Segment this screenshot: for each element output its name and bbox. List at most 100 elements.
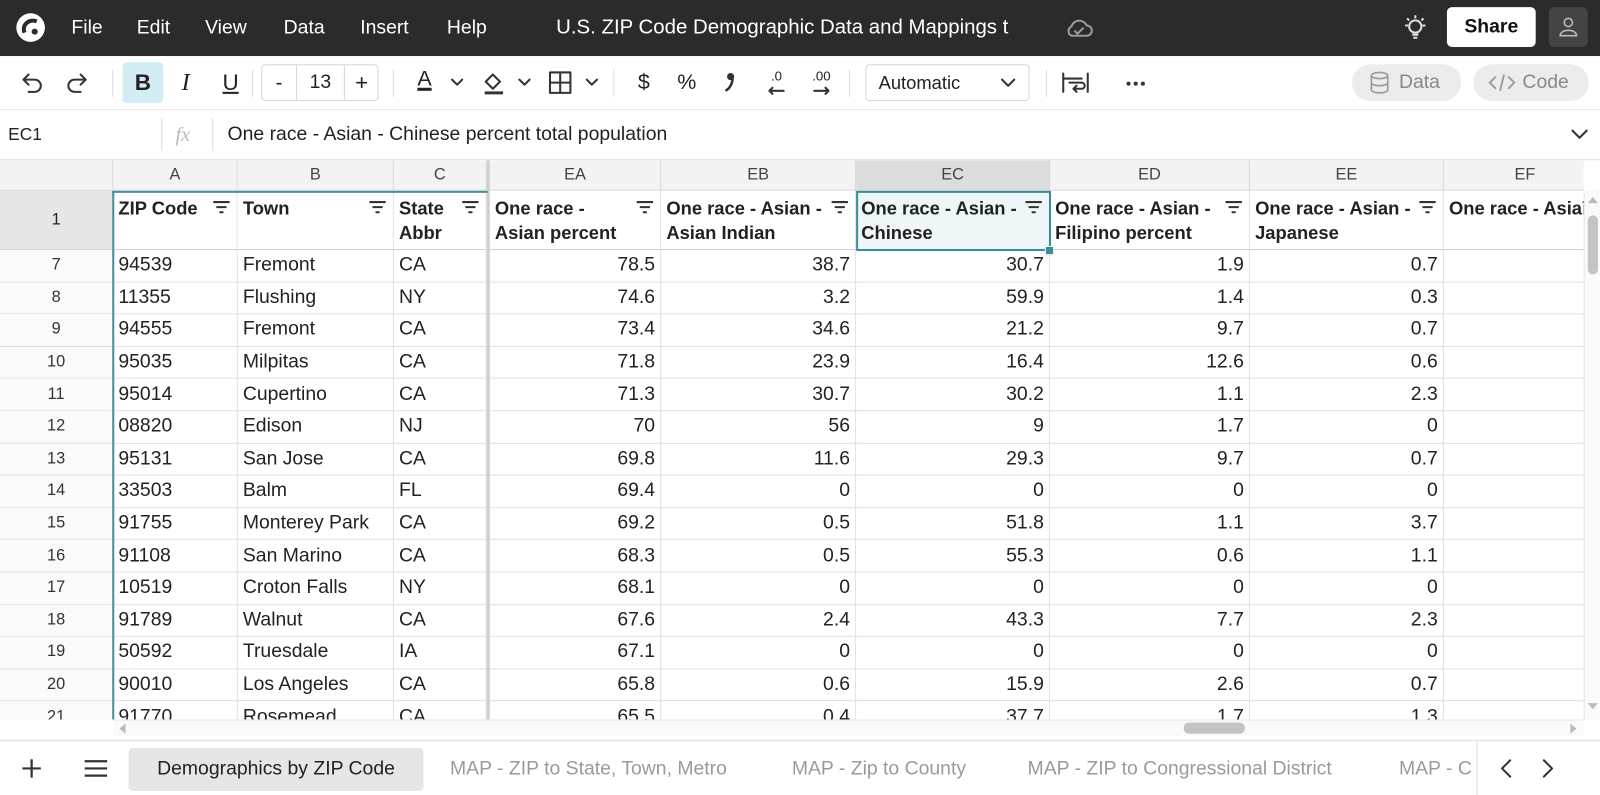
cell[interactable]: 94555 [113,314,238,347]
filter-button[interactable] [1025,201,1042,214]
cell[interactable] [1443,347,1584,380]
cell[interactable]: 21.2 [856,314,1050,347]
arrow[interactable] [812,86,830,95]
cell[interactable]: 3.2 [661,282,857,315]
cell[interactable]: 0 [1249,475,1444,508]
underline-button[interactable]: U [222,69,239,95]
cell[interactable]: 0.7 [1249,669,1444,702]
cell-reference[interactable]: EC1 [8,124,42,144]
cell[interactable]: Balm [237,475,394,508]
cell[interactable]: 1.3 [1250,701,1444,720]
fill-color-button[interactable] [482,70,506,95]
cell[interactable]: 7.7 [1049,604,1250,637]
formula-input[interactable]: One race - Asian - Chinese percent total… [227,123,668,145]
cell[interactable]: 73.4 [489,314,662,347]
cell[interactable]: 34.6 [661,314,857,347]
cell[interactable]: 0 [1049,572,1250,605]
filter-button[interactable] [1419,201,1436,214]
cell[interactable] [1443,508,1584,541]
cell[interactable]: 11355 [113,282,238,315]
cell[interactable]: Fremont [237,314,394,347]
italic-button[interactable]: I [181,68,190,96]
cell[interactable]: 50592 [113,636,238,670]
cell[interactable]: 0 [856,572,1050,605]
cell[interactable]: 0.6 [661,669,857,702]
cell[interactable] [1443,444,1584,476]
decrease-decimals-button[interactable]: .0 [770,67,783,84]
filter-button[interactable] [1225,201,1242,214]
sheet-tab[interactable]: MAP - ZIP to State, Town, Metro [449,758,727,780]
cell[interactable]: 1.1 [1049,379,1250,412]
logo[interactable] [15,12,46,43]
dropdown-chevron[interactable] [585,78,598,88]
tabs-prev[interactable] [1500,758,1512,778]
cell[interactable]: 78.5 [489,250,662,283]
cell[interactable]: 2.4 [661,604,857,637]
tabs-next[interactable] [1542,758,1554,778]
cell[interactable]: 55.3 [856,540,1050,573]
cell[interactable]: 11.6 [661,443,857,476]
cell[interactable]: CA [393,604,487,637]
cell[interactable]: NY [393,572,487,605]
arrow[interactable] [767,86,785,95]
cell[interactable]: 10519 [113,572,238,605]
cell[interactable]: 2.3 [1249,604,1444,637]
number-format-dropdown[interactable]: Automatic [865,64,1030,102]
cell[interactable]: 08820 [113,411,238,444]
cell[interactable]: 95014 [113,379,238,412]
sheet-tab[interactable]: MAP - ZIP to Congressional District [1027,758,1332,780]
cell[interactable]: 30.7 [661,379,857,412]
comma-button[interactable] [722,70,738,94]
cell[interactable]: 1.7 [1050,701,1250,720]
cell[interactable]: 30.2 [856,379,1050,412]
borders-button[interactable] [548,71,572,94]
menu-item[interactable]: File [71,16,103,39]
cell[interactable]: 0 [1249,411,1444,444]
filter-button[interactable] [831,201,848,214]
cell[interactable] [1443,282,1584,315]
cell[interactable]: 23.9 [661,346,857,380]
cell[interactable]: San Jose [237,443,394,476]
cell[interactable]: CA [393,540,487,573]
cell[interactable]: 68.3 [489,540,662,573]
add-sheet[interactable] [21,758,41,778]
cell[interactable] [1443,250,1584,283]
increase-decimals-button[interactable]: .00 [812,67,831,84]
cell[interactable]: 38.7 [661,250,857,283]
cell[interactable]: 3.7 [1249,508,1444,541]
cell[interactable]: 0.6 [1249,346,1444,380]
cell[interactable]: 68.1 [489,572,662,605]
cell[interactable]: 56 [661,411,857,444]
cell[interactable]: 91755 [113,508,238,541]
cell[interactable]: CA [394,701,487,720]
cell[interactable]: 0 [661,572,857,605]
cell[interactable]: 0 [1049,636,1250,670]
cell[interactable]: Flushing [237,282,394,315]
cell[interactable] [1443,573,1584,605]
cell[interactable]: 95131 [113,443,238,476]
expand-formula[interactable] [1571,129,1588,140]
scroll-down[interactable] [1587,703,1598,710]
cell[interactable]: 71.8 [489,346,662,380]
cell[interactable]: 1.9 [1049,250,1250,283]
fill-handle[interactable] [1044,245,1055,256]
scroll-up[interactable] [1587,196,1598,204]
cell[interactable]: Milpitas [237,346,394,380]
cell[interactable]: 51.8 [856,508,1050,541]
cell[interactable] [1443,540,1584,573]
cell[interactable]: 1.4 [1049,282,1250,315]
cell[interactable]: Cupertino [237,379,394,412]
code-panel-button[interactable]: Code [1473,64,1589,102]
cell[interactable]: CA [393,669,487,702]
cell[interactable]: 0 [1249,636,1444,670]
cell[interactable]: Walnut [237,604,394,637]
cell[interactable]: 0.5 [661,508,857,541]
cell[interactable]: 30.7 [856,250,1050,283]
cell[interactable]: Croton Falls [237,572,394,605]
cell[interactable]: 15.9 [856,669,1050,702]
cell[interactable]: CA [393,250,487,283]
cell[interactable]: Los Angeles [237,669,394,702]
scroll-right[interactable] [1570,723,1577,734]
cell[interactable]: 9.7 [1049,314,1250,347]
cloud-status[interactable] [1063,16,1094,38]
